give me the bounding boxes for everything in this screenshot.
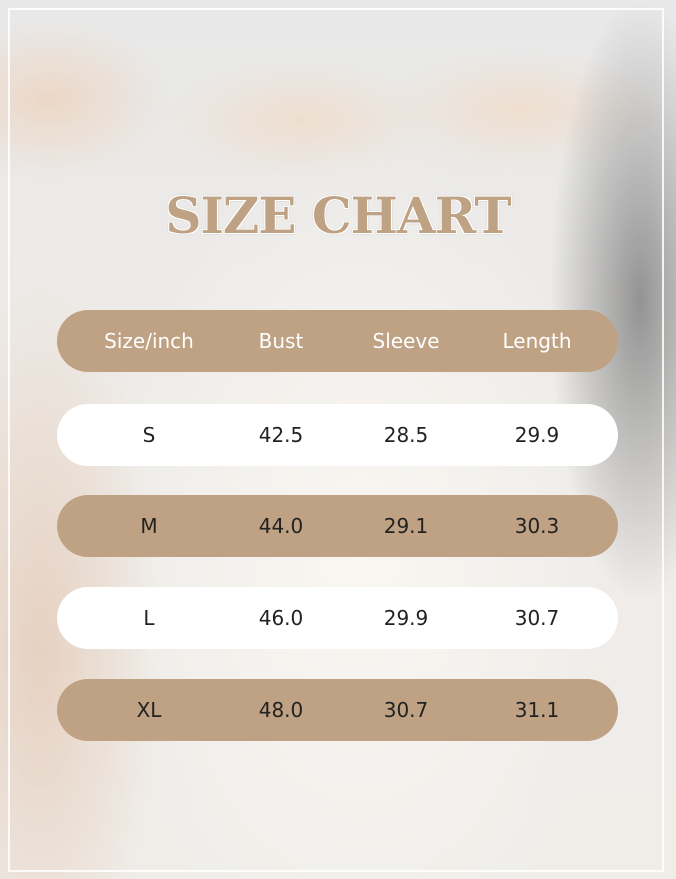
table-header: Size/inch Bust Sleeve Length (57, 310, 618, 372)
table-cell: 30.3 (514, 514, 560, 538)
table-cell: M (140, 514, 158, 538)
decorative-frame (8, 8, 664, 872)
table-row: XL 48.0 30.7 31.1 (57, 679, 618, 741)
table-cell: 28.5 (383, 423, 429, 447)
column-header: Sleeve (372, 329, 440, 353)
table-cell: 29.9 (383, 606, 429, 630)
table-cell: 30.7 (383, 698, 429, 722)
table-cell: S (142, 423, 156, 447)
table-cell: XL (136, 698, 162, 722)
table-cell: 30.7 (514, 606, 560, 630)
table-cell: 46.0 (258, 606, 304, 630)
table-cell: L (143, 606, 155, 630)
table-cell: 29.1 (383, 514, 429, 538)
column-header: Bust (258, 329, 304, 353)
column-header: Length (502, 329, 572, 353)
chart-title: SIZE CHART (165, 186, 511, 245)
table-row: M 44.0 29.1 30.3 (57, 495, 618, 557)
table-cell: 29.9 (514, 423, 560, 447)
table-cell: 44.0 (258, 514, 304, 538)
table-row: S 42.5 28.5 29.9 (57, 404, 618, 466)
table-cell: 42.5 (258, 423, 304, 447)
table-cell: 48.0 (258, 698, 304, 722)
table-cell: 31.1 (514, 698, 560, 722)
table-row: L 46.0 29.9 30.7 (57, 587, 618, 649)
column-header: Size/inch (104, 329, 194, 353)
